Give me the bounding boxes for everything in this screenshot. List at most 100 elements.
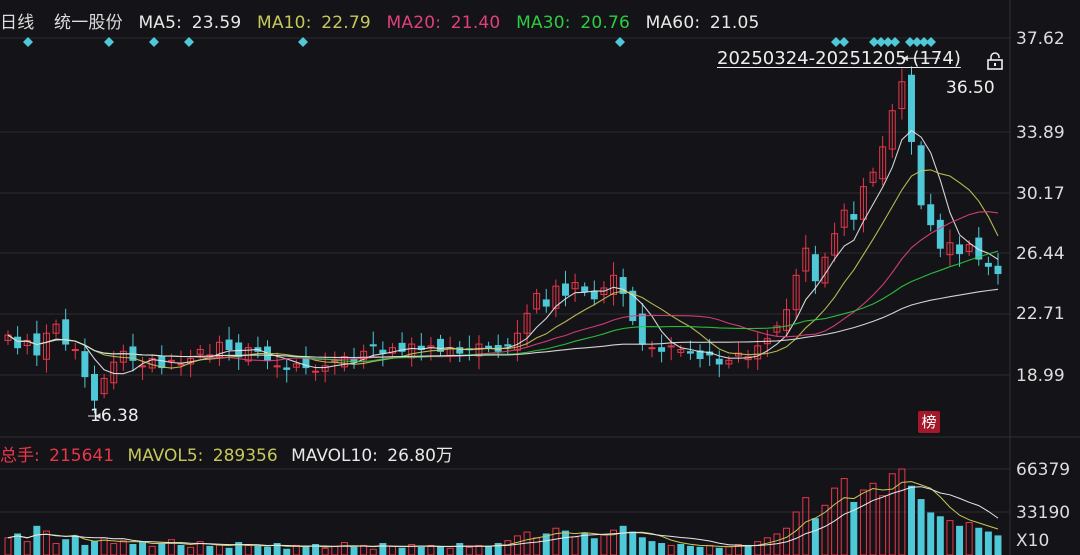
volume-bar-down xyxy=(956,525,964,555)
volume-bar-down xyxy=(677,543,685,555)
volume-tick-label: 33190 xyxy=(1016,503,1071,523)
candle-down xyxy=(850,214,858,220)
ma10-label: MA10: xyxy=(256,13,312,33)
candle-down xyxy=(936,219,944,249)
mavol10-line xyxy=(7,486,999,548)
volume-bar-down xyxy=(398,547,406,555)
mavol5-label: MAVOL5: xyxy=(127,446,204,466)
volume-bar-up xyxy=(831,487,839,555)
signal-markers xyxy=(23,37,936,47)
annotation-lines xyxy=(88,55,940,419)
signal-marker-icon xyxy=(149,37,159,47)
price-header: 日线 统一股份 MA5: 23.59 MA10: 22.79 MA20: 21.… xyxy=(0,8,760,33)
candle-down xyxy=(658,347,666,352)
signal-marker-icon xyxy=(883,37,893,47)
candlesticks[interactable] xyxy=(4,66,1002,414)
moving-average-lines xyxy=(7,129,999,375)
candle-down xyxy=(927,204,935,226)
volume-bar-down xyxy=(283,548,291,555)
volume-bar-up xyxy=(23,541,31,555)
period-label[interactable]: 日线 xyxy=(0,13,35,33)
volume-bar-down xyxy=(81,544,89,555)
volume-bar-down xyxy=(629,531,637,555)
candle-down xyxy=(62,319,70,345)
candle-down xyxy=(715,358,723,365)
volume-bar-down xyxy=(417,546,425,555)
y-tick-label: 18.99 xyxy=(1016,366,1065,386)
candle-up xyxy=(677,348,685,353)
volume-bar-down xyxy=(542,533,550,555)
mavol10-label: MAVOL10: xyxy=(291,446,378,466)
ma5-label: MA5: xyxy=(138,13,183,33)
candle-down xyxy=(379,349,387,354)
volume-bar-down xyxy=(485,545,493,555)
candle-up xyxy=(52,323,60,334)
volume-bar-down xyxy=(581,532,589,555)
signal-marker-icon xyxy=(831,37,841,47)
volume-bar-up xyxy=(369,548,377,555)
date-range-label[interactable]: 20250324-20251205 (174) xyxy=(717,48,961,69)
candle-up xyxy=(610,274,618,296)
candle-up xyxy=(648,347,656,350)
mavol10-value: 26.80万 xyxy=(387,446,453,466)
volume-bar-up xyxy=(735,543,742,555)
volume-bar-up xyxy=(783,527,791,555)
volume-bar-down xyxy=(139,542,147,555)
volume-bar-up xyxy=(859,489,867,555)
volume-bar-down xyxy=(590,538,598,555)
volume-bar-up xyxy=(610,529,618,555)
candle-up xyxy=(215,341,223,358)
ma5-value: 23.59 xyxy=(191,13,242,33)
candle-down xyxy=(696,350,704,360)
candle-up xyxy=(946,242,954,256)
ranking-badge[interactable]: 榜 xyxy=(918,411,940,433)
ma20-label: MA20: xyxy=(386,13,442,33)
candle-up xyxy=(792,274,800,311)
volume-bar-down xyxy=(686,545,694,555)
volume-bar-up xyxy=(321,547,329,555)
volume-bar-down xyxy=(302,546,310,555)
ma30-label: MA30: xyxy=(516,13,571,33)
candle-down xyxy=(504,344,512,347)
candle-down xyxy=(984,262,992,267)
mavol5-value: 289356 xyxy=(212,446,278,466)
signal-marker-icon xyxy=(905,37,915,47)
candle-up xyxy=(292,363,300,368)
volume-bar-down xyxy=(696,546,704,555)
ma10-value: 22.79 xyxy=(321,13,371,33)
candle-down xyxy=(14,336,22,349)
volume-bar-down xyxy=(561,530,569,555)
signal-marker-icon xyxy=(919,37,929,47)
candle-up xyxy=(831,233,839,256)
signal-marker-icon xyxy=(23,37,33,47)
volume-bar-down xyxy=(206,545,214,555)
lock-icon[interactable] xyxy=(986,52,1004,74)
candle-up xyxy=(100,377,108,395)
candle-up xyxy=(898,81,906,110)
volume-bar-up xyxy=(360,544,368,555)
volume-bar-up xyxy=(879,495,887,555)
candle-up xyxy=(23,339,31,347)
candle-down xyxy=(398,342,406,352)
high-price-annotation: 36.50 xyxy=(946,78,995,98)
volume-bar-up xyxy=(408,543,416,555)
volume-bar-up xyxy=(869,482,877,555)
mavol5-line xyxy=(7,481,999,548)
signal-marker-icon xyxy=(104,37,114,47)
y-tick-label: 33.89 xyxy=(1016,123,1065,143)
volume-bar-up xyxy=(513,535,521,555)
candle-up xyxy=(869,171,877,183)
volume-bar-down xyxy=(744,544,752,555)
volume-bar-up xyxy=(244,544,252,555)
candle-down xyxy=(619,276,627,294)
candle-down xyxy=(590,291,598,300)
volume-bars[interactable] xyxy=(4,468,1002,555)
y-tick-label: 22.71 xyxy=(1016,304,1065,324)
volume-bar-up xyxy=(110,543,118,555)
low-annotation-arrow xyxy=(95,413,101,419)
volume-bar-up xyxy=(533,537,541,555)
volume-bar-up xyxy=(600,534,608,555)
candle-up xyxy=(888,110,896,150)
ma30-value: 20.76 xyxy=(580,13,630,33)
